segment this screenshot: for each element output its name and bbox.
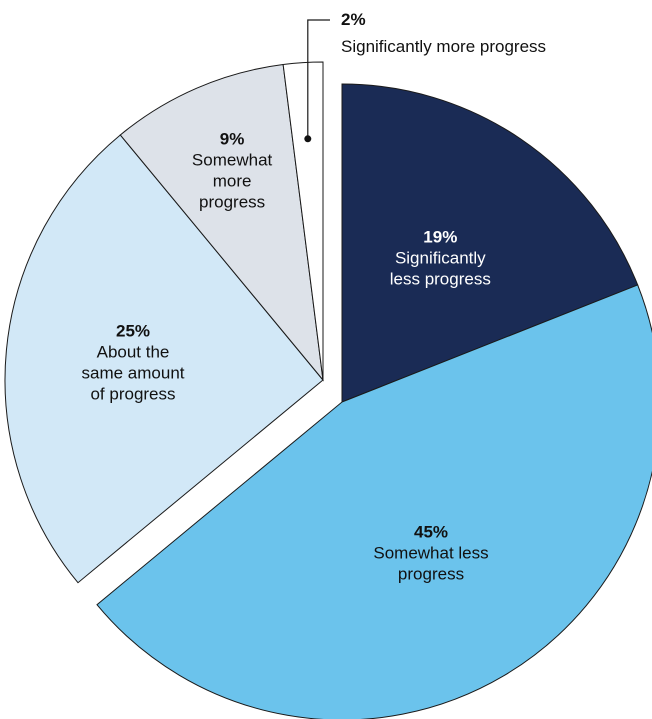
slice-somewhat-more-progress <box>119 63 324 382</box>
slice-somewhat-less-progress <box>96 284 652 719</box>
callout-dot <box>304 135 312 143</box>
slice-significantly-less-progress <box>341 83 639 403</box>
slice-label-somewhat-more-progress: 9% Somewhat more progress <box>192 129 273 211</box>
callout-leader-line <box>307 19 330 139</box>
slice-significantly-more-progress <box>282 61 324 381</box>
slice-about-the-same-amount-of-progress <box>4 134 324 584</box>
slices-layer <box>4 61 652 719</box>
slice-label-significantly-more-progress: 2% Significantly more progress <box>341 10 546 56</box>
slice-label-about-the-same-amount-of-progress: 25% About the same amount of progress <box>82 322 185 404</box>
slice-label-significantly-less-progress: 19% Significantly less progress <box>390 227 491 288</box>
slice-label-somewhat-less-progress: 45% Somewhat less progress <box>373 523 488 584</box>
labels-layer: 19% Significantly less progress 45% Somewhat… <box>82 10 547 584</box>
